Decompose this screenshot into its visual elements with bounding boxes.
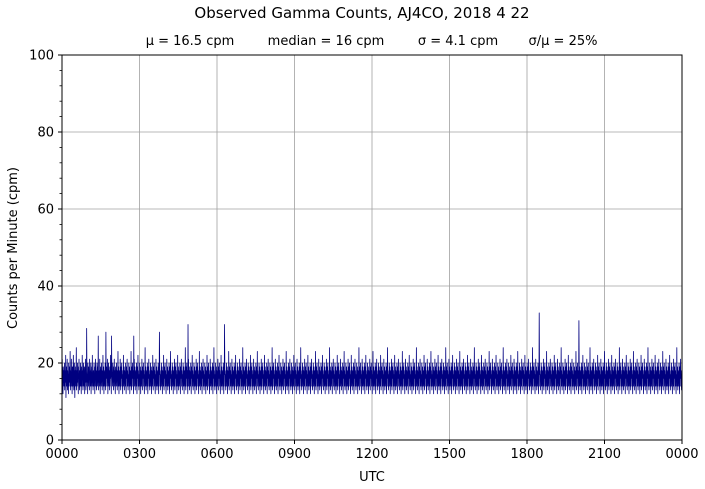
chart-title: Observed Gamma Counts, AJ4CO, 2018 4 22 xyxy=(194,4,529,22)
stat-mean: μ = 16.5 cpm xyxy=(146,34,235,49)
x-axis-label: UTC xyxy=(359,470,385,485)
x-tick-label: 0300 xyxy=(123,447,156,462)
y-tick-label: 40 xyxy=(37,280,54,295)
y-tick-label: 0 xyxy=(46,434,54,449)
stat-median: median = 16 cpm xyxy=(268,34,385,49)
x-tick-label: 0900 xyxy=(278,447,311,462)
x-tick-label: 0600 xyxy=(200,447,233,462)
series-layer xyxy=(61,312,683,399)
x-tick-label: 1800 xyxy=(510,447,543,462)
x-tick-label: 1200 xyxy=(355,447,388,462)
stat-sigma: σ = 4.1 cpm xyxy=(418,34,498,49)
x-tick-label: 0000 xyxy=(45,447,78,462)
y-tick-label: 100 xyxy=(29,49,54,64)
x-tick-label: 0000 xyxy=(665,447,698,462)
y-tick-label: 60 xyxy=(37,203,54,218)
x-tick-label: 2100 xyxy=(588,447,621,462)
y-tick-label: 80 xyxy=(37,126,54,141)
y-axis-ticks: 0 20 40 60 80 100 xyxy=(29,49,62,449)
x-axis-ticks: 0000 0300 0600 0900 1200 1500 1800 2100 0000 xyxy=(45,440,699,462)
gamma-count-series-line xyxy=(61,312,683,399)
x-tick-label: 1500 xyxy=(433,447,466,462)
y-tick-label: 20 xyxy=(37,357,54,372)
y-axis-label: Counts per Minute (cpm) xyxy=(6,167,21,329)
stat-relative-sigma: σ/μ = 25% xyxy=(529,34,598,49)
